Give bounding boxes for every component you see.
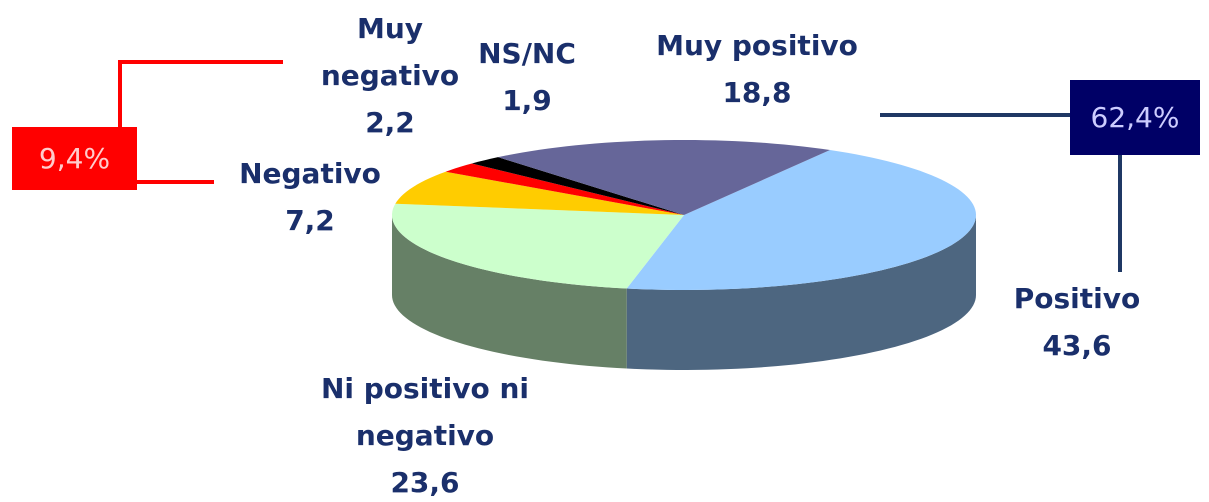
group-total: 9,4% [12, 127, 137, 190]
slice [392, 203, 684, 289]
value-label: 7,2 [285, 204, 335, 237]
value-label: 23,6 [390, 466, 460, 499]
category-name: Muy negativo [320, 12, 460, 92]
group-total: 62,4% [1070, 80, 1200, 155]
category-name: Ni positivo ni negativo [320, 372, 530, 452]
category-name: Muy positivo [656, 29, 858, 62]
slice-label: Ni positivo ni negativo 23,6 [290, 365, 560, 502]
category-name: Negativo [239, 157, 381, 190]
slice-side [626, 215, 976, 370]
slice-label: Positivo 43,6 [977, 275, 1177, 369]
value-label: 1,9 [502, 84, 552, 117]
slice [471, 157, 684, 215]
slice [626, 150, 976, 290]
slice [395, 171, 684, 215]
value-label: 2,2 [365, 106, 415, 139]
slice-label: Muy negativo 2,2 [310, 5, 470, 146]
slice [445, 163, 684, 215]
slice [498, 140, 830, 215]
category-name: Positivo [1013, 282, 1141, 315]
category-name: NS/NC [478, 37, 576, 70]
slice-label: Muy positivo 18,8 [617, 22, 897, 116]
slice-label: NS/NC 1,9 [452, 30, 602, 124]
slice-side [392, 215, 627, 369]
value-label: 18,8 [722, 76, 792, 109]
slice-label: Negativo 7,2 [210, 150, 410, 244]
value-label: 43,6 [1042, 329, 1112, 362]
